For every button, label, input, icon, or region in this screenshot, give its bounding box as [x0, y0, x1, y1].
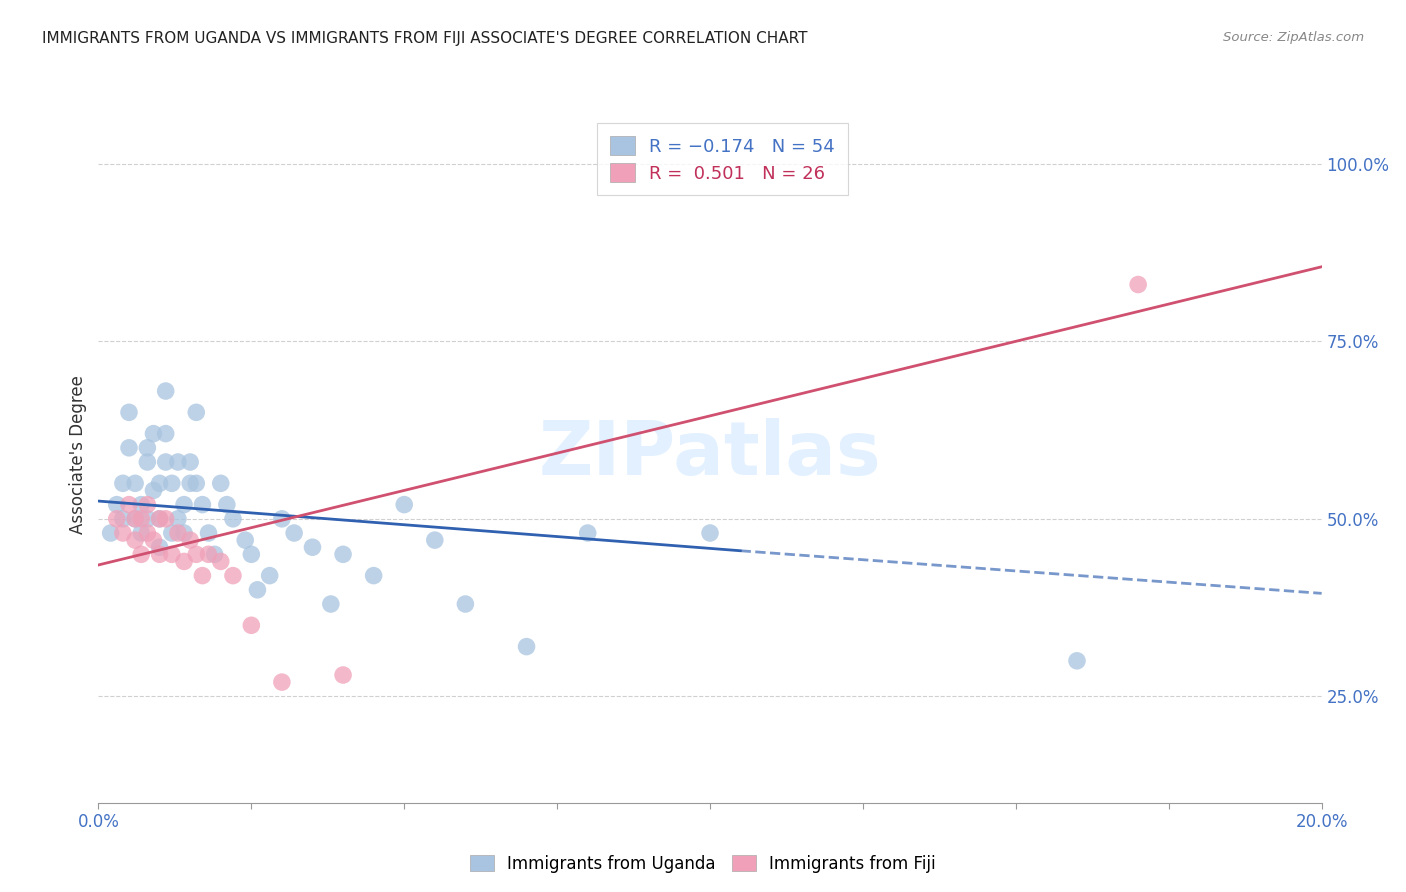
Point — [149, 540, 172, 554]
Point — [155, 384, 177, 398]
Point — [173, 498, 195, 512]
Point — [111, 526, 134, 541]
Point — [129, 526, 152, 541]
Point — [301, 540, 323, 554]
Point — [155, 426, 177, 441]
Point — [1128, 277, 1150, 292]
Point — [259, 568, 281, 582]
Point — [167, 526, 190, 541]
Y-axis label: Associate's Degree: Associate's Degree — [69, 376, 87, 534]
Point — [149, 547, 172, 561]
Point — [129, 547, 152, 561]
Point — [209, 476, 232, 491]
Point — [222, 512, 245, 526]
Point — [423, 533, 446, 548]
Point — [111, 476, 134, 491]
Point — [332, 668, 354, 682]
Point — [222, 568, 245, 582]
Point — [179, 455, 201, 469]
Point — [191, 568, 214, 582]
Point — [100, 526, 122, 541]
Point — [186, 405, 208, 419]
Point — [576, 526, 599, 541]
Point — [270, 675, 292, 690]
Point — [105, 512, 128, 526]
Point — [105, 498, 128, 512]
Point — [124, 476, 146, 491]
Point — [240, 618, 263, 632]
Point — [124, 512, 146, 526]
Point — [240, 547, 263, 561]
Point — [136, 512, 159, 526]
Point — [246, 582, 269, 597]
Point — [332, 547, 354, 561]
Point — [233, 533, 256, 548]
Point — [124, 533, 146, 548]
Point — [136, 526, 159, 541]
Point — [283, 526, 305, 541]
Point — [136, 498, 159, 512]
Point — [454, 597, 477, 611]
Point — [173, 526, 195, 541]
Point — [124, 512, 146, 526]
Point — [149, 512, 172, 526]
Point — [186, 547, 208, 561]
Point — [1066, 654, 1088, 668]
Point — [392, 498, 416, 512]
Point — [319, 597, 342, 611]
Point — [191, 498, 214, 512]
Point — [118, 498, 141, 512]
Point — [516, 640, 538, 654]
Point — [136, 455, 159, 469]
Point — [155, 512, 177, 526]
Text: IMMIGRANTS FROM UGANDA VS IMMIGRANTS FROM FIJI ASSOCIATE'S DEGREE CORRELATION CH: IMMIGRANTS FROM UGANDA VS IMMIGRANTS FRO… — [42, 31, 807, 46]
Point — [186, 476, 208, 491]
Point — [197, 526, 219, 541]
Point — [699, 526, 721, 541]
Point — [142, 483, 165, 498]
Point — [363, 568, 385, 582]
Point — [129, 498, 152, 512]
Legend: Immigrants from Uganda, Immigrants from Fiji: Immigrants from Uganda, Immigrants from … — [464, 848, 942, 880]
Point — [118, 441, 141, 455]
Point — [197, 547, 219, 561]
Legend: R = −0.174   N = 54, R =  0.501   N = 26: R = −0.174 N = 54, R = 0.501 N = 26 — [598, 123, 848, 195]
Point — [149, 512, 172, 526]
Point — [215, 498, 238, 512]
Point — [179, 476, 201, 491]
Point — [136, 441, 159, 455]
Point — [111, 512, 134, 526]
Point — [160, 526, 183, 541]
Point — [160, 547, 183, 561]
Point — [270, 512, 292, 526]
Text: Source: ZipAtlas.com: Source: ZipAtlas.com — [1223, 31, 1364, 45]
Text: ZIPatlas: ZIPatlas — [538, 418, 882, 491]
Point — [155, 455, 177, 469]
Point — [167, 455, 190, 469]
Point — [118, 405, 141, 419]
Point — [142, 533, 165, 548]
Point — [142, 426, 165, 441]
Point — [149, 476, 172, 491]
Point — [173, 554, 195, 568]
Point — [204, 547, 226, 561]
Point — [167, 512, 190, 526]
Point — [209, 554, 232, 568]
Point — [179, 533, 201, 548]
Point — [160, 476, 183, 491]
Point — [129, 512, 152, 526]
